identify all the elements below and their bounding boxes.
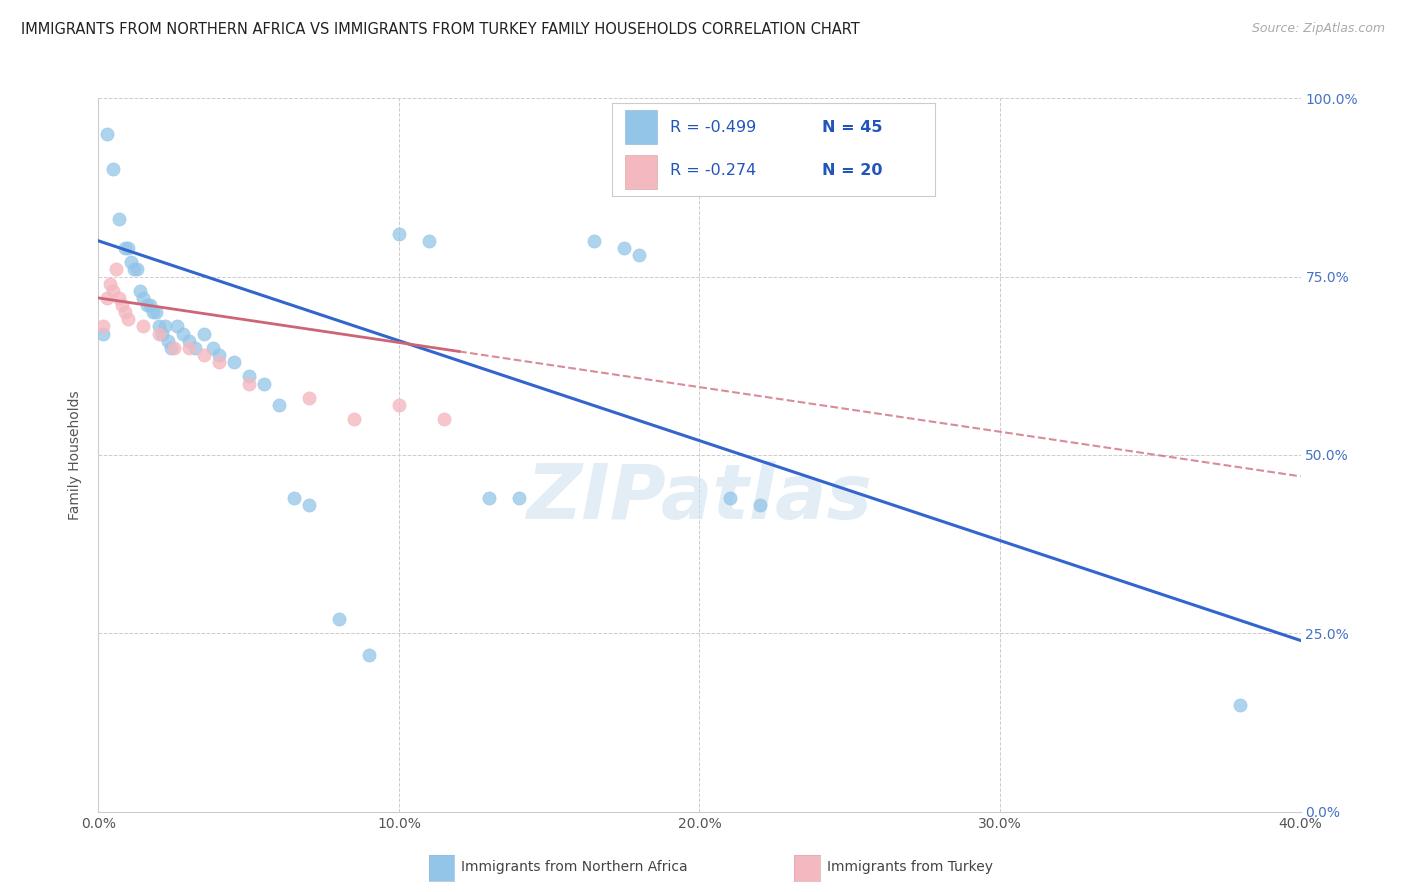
Point xyxy=(193,348,215,362)
Point xyxy=(96,127,118,141)
Point xyxy=(135,298,157,312)
Point xyxy=(478,491,501,505)
Point xyxy=(111,298,134,312)
Point xyxy=(148,319,170,334)
Point xyxy=(91,326,114,341)
Point xyxy=(583,234,606,248)
Point xyxy=(748,498,770,512)
Point xyxy=(159,341,181,355)
Point xyxy=(613,241,636,255)
Point xyxy=(253,376,276,391)
Point xyxy=(124,262,146,277)
Point xyxy=(238,376,260,391)
Point xyxy=(172,326,194,341)
Point xyxy=(132,319,155,334)
Text: Immigrants from Turkey: Immigrants from Turkey xyxy=(827,860,993,874)
Point xyxy=(103,284,125,298)
Text: N = 45: N = 45 xyxy=(821,120,883,136)
Point xyxy=(96,291,118,305)
Point xyxy=(108,212,131,227)
Point xyxy=(117,312,139,326)
Point xyxy=(298,391,321,405)
Text: N = 20: N = 20 xyxy=(821,163,883,178)
Point xyxy=(177,341,200,355)
Point xyxy=(628,248,651,262)
Point xyxy=(267,398,290,412)
Text: R = -0.499: R = -0.499 xyxy=(669,120,756,136)
Point xyxy=(100,277,122,291)
Point xyxy=(433,412,456,426)
Text: ZIPatlas: ZIPatlas xyxy=(526,461,873,534)
Point xyxy=(418,234,440,248)
Point xyxy=(91,319,114,334)
Point xyxy=(298,498,321,512)
Point xyxy=(150,326,173,341)
Text: R = -0.274: R = -0.274 xyxy=(669,163,756,178)
Point xyxy=(162,341,184,355)
Point xyxy=(177,334,200,348)
Point xyxy=(114,305,136,319)
Point xyxy=(508,491,530,505)
Point xyxy=(114,241,136,255)
Point xyxy=(208,355,231,369)
Text: Immigrants from Northern Africa: Immigrants from Northern Africa xyxy=(461,860,688,874)
FancyBboxPatch shape xyxy=(624,110,657,144)
Point xyxy=(103,162,125,177)
Point xyxy=(121,255,143,269)
Point xyxy=(357,648,380,662)
Point xyxy=(1229,698,1251,712)
Point xyxy=(145,305,167,319)
Point xyxy=(718,491,741,505)
Text: IMMIGRANTS FROM NORTHERN AFRICA VS IMMIGRANTS FROM TURKEY FAMILY HOUSEHOLDS CORR: IMMIGRANTS FROM NORTHERN AFRICA VS IMMIG… xyxy=(21,22,860,37)
Point xyxy=(201,341,224,355)
Point xyxy=(343,412,366,426)
Point xyxy=(117,241,139,255)
Point xyxy=(183,341,205,355)
Point xyxy=(193,326,215,341)
FancyBboxPatch shape xyxy=(624,155,657,189)
Y-axis label: Family Households: Family Households xyxy=(69,390,83,520)
Point xyxy=(148,326,170,341)
Point xyxy=(388,227,411,241)
Point xyxy=(156,334,179,348)
Point xyxy=(105,262,128,277)
Point xyxy=(388,398,411,412)
Point xyxy=(108,291,131,305)
Point xyxy=(127,262,149,277)
Point xyxy=(208,348,231,362)
Point xyxy=(153,319,176,334)
Point xyxy=(132,291,155,305)
Point xyxy=(141,305,163,319)
Point xyxy=(129,284,152,298)
Point xyxy=(328,612,350,626)
Point xyxy=(222,355,245,369)
Point xyxy=(238,369,260,384)
Point xyxy=(166,319,188,334)
Point xyxy=(283,491,305,505)
Text: Source: ZipAtlas.com: Source: ZipAtlas.com xyxy=(1251,22,1385,36)
Point xyxy=(138,298,160,312)
